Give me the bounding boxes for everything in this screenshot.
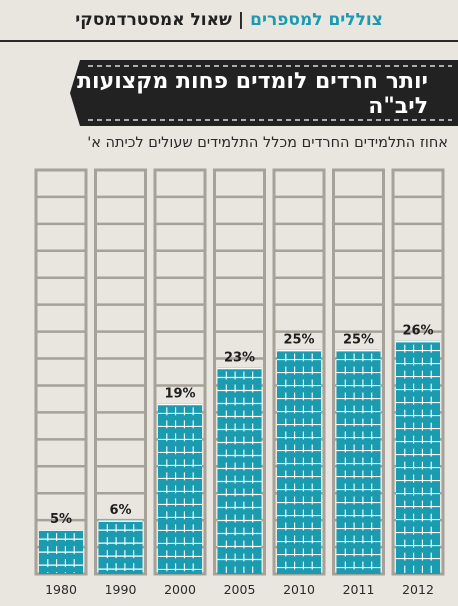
header-separator: | xyxy=(237,10,245,30)
bar xyxy=(396,340,440,574)
title-banner xyxy=(70,60,458,126)
header: צוללים למספרים|שאול אמסטרדמסקי xyxy=(0,0,458,40)
value-label: 26% xyxy=(402,324,433,339)
x-tick-label: 1980 xyxy=(45,582,77,597)
value-label: 25% xyxy=(343,333,374,348)
series-name: צוללים למספרים xyxy=(250,10,383,30)
header-rule xyxy=(0,40,458,42)
value-label: 25% xyxy=(283,333,314,348)
bar xyxy=(158,403,202,574)
value-label: 19% xyxy=(164,386,195,401)
value-label: 5% xyxy=(50,512,72,527)
author-name: שאול אמסטרדמסקי xyxy=(75,10,232,30)
chart-title: יותר חרדים לומדים פחות מקצועות ליב"ה xyxy=(77,69,428,119)
value-label: 23% xyxy=(224,351,255,366)
x-tick-label: 2000 xyxy=(164,582,196,597)
value-label: 6% xyxy=(109,503,131,518)
column-track xyxy=(94,168,147,576)
x-tick-label: 2005 xyxy=(224,582,256,597)
bar xyxy=(277,349,321,574)
chart-subtitle: אחוז התלמידים החרדים מכלל התלמידים שעולי… xyxy=(87,135,448,151)
x-tick-label: 1990 xyxy=(105,582,137,597)
x-tick-label: 2010 xyxy=(283,582,315,597)
bar xyxy=(336,349,381,574)
bar xyxy=(217,367,262,574)
bar xyxy=(98,520,143,574)
x-tick-label: 2011 xyxy=(343,582,375,597)
bar-chart: 5% 1980 6% 1990 19% 2000 23% 2005 25% 2010 25% 2011… xyxy=(34,168,445,597)
column-track xyxy=(34,168,88,576)
x-tick-label: 2012 xyxy=(402,582,434,597)
